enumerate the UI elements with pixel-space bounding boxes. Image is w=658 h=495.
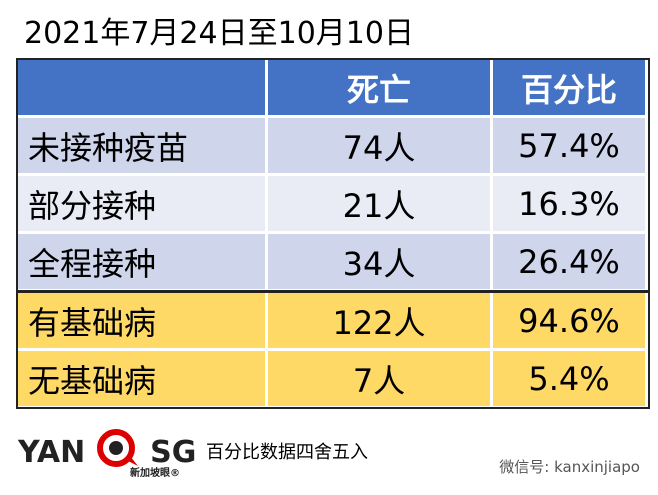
table-cell: 7人 — [268, 351, 490, 406]
table-cell: 部分接种 — [18, 176, 265, 231]
table-cell: 未接种疫苗 — [18, 118, 265, 173]
table-cell: 无基础病 — [18, 351, 265, 406]
table-cell: 74人 — [268, 118, 490, 173]
table-cell: 122人 — [268, 293, 490, 348]
table-border — [16, 291, 650, 409]
table-cell: 94.6% — [493, 293, 645, 348]
table-cell: 26.4% — [493, 234, 645, 289]
header-cell: 百分比 — [493, 60, 645, 115]
note: 百分比数据四舍五入 — [206, 442, 368, 463]
table-cell: 34人 — [268, 234, 490, 289]
table-cell: 全程接种 — [18, 234, 265, 289]
watermark: 微信号: kanxinjiapo — [499, 458, 640, 476]
header-cell: 死亡 — [268, 60, 490, 115]
table-border — [16, 58, 650, 292]
title: 2021年7月24日至10月10日 — [24, 16, 414, 51]
table-cell: 5.4% — [493, 351, 645, 406]
logo-eye — [96, 429, 138, 467]
header-cell — [18, 60, 265, 115]
table-cell: 57.4% — [493, 118, 645, 173]
logo-left: YAN — [18, 435, 86, 470]
logo: YAN SG 新加坡眼® — [18, 428, 197, 479]
table-cell: 16.3% — [493, 176, 645, 231]
logo-sub: 新加坡眼® — [130, 468, 180, 479]
table-cell: 21人 — [268, 176, 490, 231]
logo-right: SG — [150, 435, 197, 470]
table-cell: 有基础病 — [18, 293, 265, 348]
